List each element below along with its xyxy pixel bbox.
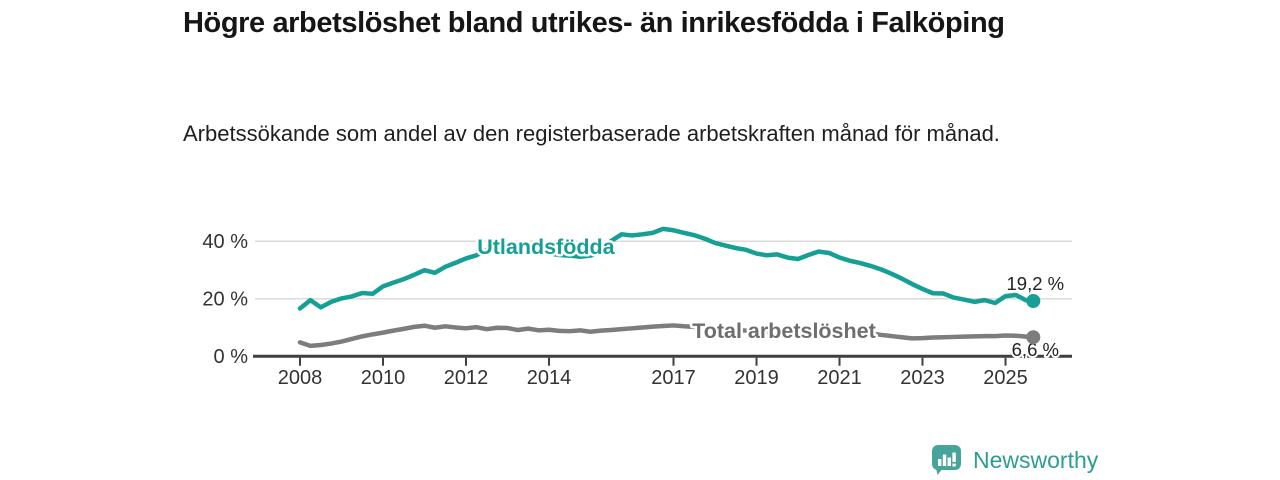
- series-end-dot: [1026, 294, 1041, 308]
- chart-subtitle: Arbetssökande som andel av den registerb…: [183, 121, 1000, 146]
- x-tick-label: 2010: [361, 367, 406, 389]
- series-line-total-arbetsl-shet: [297, 323, 1036, 349]
- x-tick-label: 2017: [651, 367, 696, 389]
- x-tick-label: 2025: [983, 367, 1028, 389]
- newsworthy-logo-text: Newsworthy: [973, 446, 1099, 473]
- x-tick-label: 2008: [278, 367, 323, 389]
- series-label: Total arbetslöshet: [692, 319, 876, 343]
- x-tick-label: 2012: [444, 367, 489, 389]
- chart-title: Högre arbetslöshet bland utrikes- än inr…: [183, 7, 1005, 39]
- series-end-dot: [1026, 330, 1041, 345]
- series-label: Utlandsfödda: [477, 235, 615, 259]
- series-line-utlandsf-dda: [297, 226, 1036, 311]
- x-tick-label: 2023: [900, 367, 945, 389]
- y-tick-label: 40 %: [202, 231, 248, 253]
- y-tick-label: 20 %: [202, 289, 248, 311]
- x-tick-label: 2014: [527, 367, 572, 389]
- newsworthy-logo: Newsworthy: [931, 444, 1098, 476]
- y-tick-label: 0 %: [214, 346, 249, 368]
- end-value-label: 19,2 %: [1007, 273, 1065, 294]
- x-tick-label: 2019: [734, 367, 779, 389]
- newsworthy-logo-icon: [932, 445, 961, 475]
- x-tick-label: 2021: [817, 367, 862, 389]
